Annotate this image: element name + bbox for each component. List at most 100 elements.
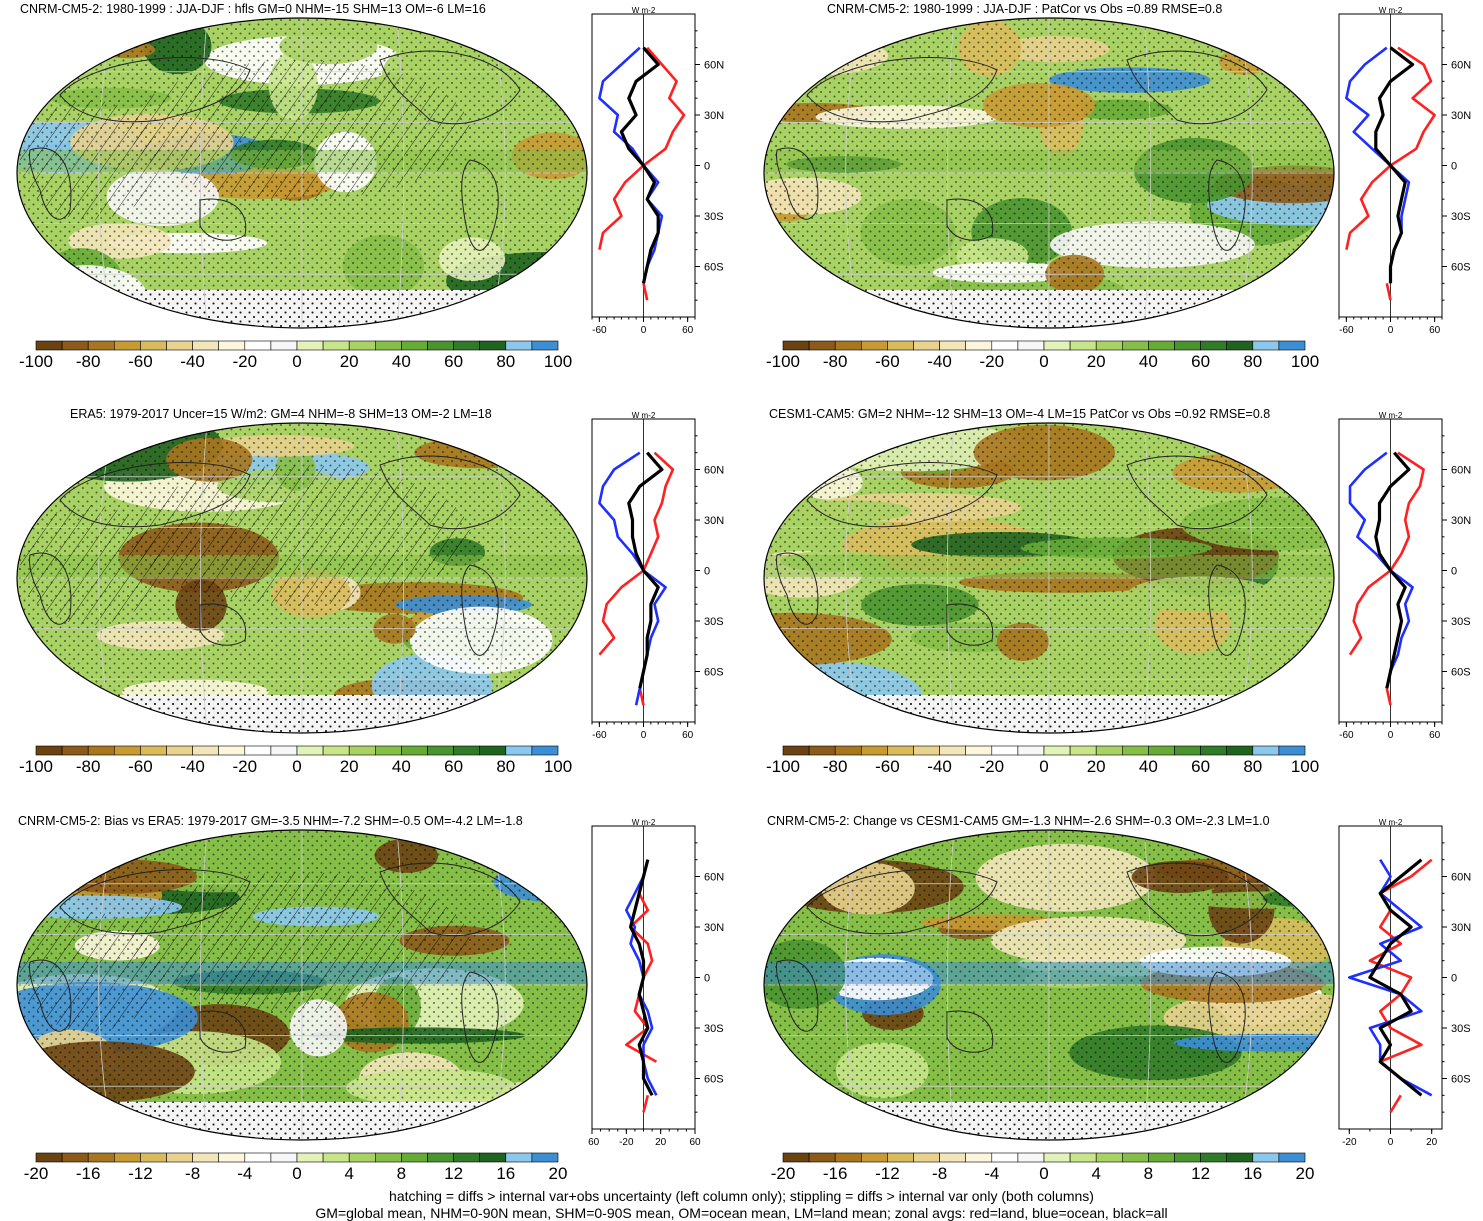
colorbar-label: 0 [292, 1164, 302, 1183]
colorbar-swatch [1252, 340, 1280, 351]
colorbar-swatch [348, 1152, 376, 1163]
colorbar-swatch [35, 745, 63, 756]
colorbar-label: 100 [543, 757, 573, 776]
colorbar-label: 4 [1091, 1164, 1101, 1183]
colorbar-swatch [61, 1152, 89, 1163]
colorbar-swatch [1069, 340, 1097, 351]
zonal-x-tick-label: 60 [682, 325, 694, 336]
colorbar-label: -40 [180, 352, 205, 371]
zonal-x-tick-label: 20 [1426, 1137, 1438, 1148]
zonal-lat-label: 0 [704, 973, 710, 985]
colorbar-swatch [965, 1152, 993, 1163]
colorbar-swatch [1226, 1152, 1254, 1163]
zonal-x-tick-label: 60 [689, 1137, 701, 1148]
colorbar-swatch [1278, 340, 1306, 351]
colorbar-swatch [887, 340, 914, 351]
colorbar: -20 -16 -12 -8 -4 0 4 8 12 16 20 [24, 1150, 567, 1183]
zonal-lat-label: 60S [704, 1074, 724, 1086]
zonal-unit-label: W m-2 [1379, 411, 1403, 420]
colorbar-label: 60 [444, 352, 464, 371]
colorbar-label: 100 [1290, 757, 1320, 776]
colorbar-label: -40 [927, 352, 952, 371]
colorbar-swatch [114, 745, 141, 756]
colorbar-swatch [808, 745, 836, 756]
zonal-lat-label: 0 [704, 161, 710, 173]
colorbar-swatch [479, 745, 507, 756]
zonal-series-land [598, 46, 686, 301]
colorbar-swatch [1069, 1152, 1097, 1163]
colorbar-swatch [1095, 745, 1123, 756]
colorbar-label: -16 [75, 1164, 101, 1183]
panel-p3: ERA5: 1979-2017 Uncer=15 W/m2: GM=4 NHM=… [0, 405, 740, 805]
colorbar-swatch [322, 340, 350, 351]
zonal-x-tick-label: 20 [655, 1137, 667, 1148]
colorbar-label: 8 [1143, 1164, 1154, 1183]
colorbar-label: 40 [391, 757, 411, 776]
colorbar-label: -20 [979, 757, 1005, 776]
colorbar-swatch [1121, 340, 1149, 351]
colorbar-label: 20 [339, 352, 359, 371]
colorbar-swatch [939, 340, 967, 351]
colorbar-label: -100 [18, 352, 54, 371]
colorbar-swatch [1174, 1152, 1201, 1163]
zonal-lat-label: 60N [1451, 872, 1471, 884]
panel-title: CESM1-CAM5: GM=2 NHM=-12 SHM=13 OM=-4 LM… [769, 407, 1271, 421]
colorbar-label: 8 [396, 1164, 407, 1183]
colorbar-swatch [453, 340, 481, 351]
zonal-series-all [1368, 858, 1423, 1097]
colorbar-swatch [808, 1152, 836, 1163]
colorbar-label: -12 [875, 1164, 900, 1183]
colorbar-swatch [782, 340, 810, 351]
colorbar-swatch [322, 745, 350, 756]
zonal-lat-label: 0 [704, 566, 710, 578]
colorbar-label: -16 [822, 1164, 848, 1183]
zonal-x-tick-label: 0 [1388, 1137, 1394, 1148]
colorbar-label: -8 [185, 1164, 201, 1183]
panel-title: ERA5: 1979-2017 Uncer=15 W/m2: GM=4 NHM=… [70, 407, 492, 421]
colorbar-swatch [1278, 745, 1306, 756]
colorbar-swatch [1174, 745, 1201, 756]
zonal-lat-label: 30S [704, 616, 724, 628]
colorbar-swatch [374, 340, 402, 351]
zonal-x-tick-label: -60 [592, 730, 607, 741]
colorbar-swatch [166, 745, 193, 756]
colorbar-swatch [348, 340, 376, 351]
colorbar-label: -40 [927, 757, 952, 776]
colorbar-swatch [270, 1152, 298, 1163]
colorbar-label: 20 [1086, 352, 1106, 371]
zonal-lat-label: 60N [1451, 465, 1471, 477]
colorbar-swatch [296, 340, 324, 351]
colorbar-swatch [87, 1152, 115, 1163]
colorbar-swatch [505, 745, 533, 756]
colorbar-swatch [861, 340, 888, 351]
colorbar-swatch [270, 745, 298, 756]
colorbar-label: 0 [292, 757, 302, 776]
colorbar-swatch [965, 745, 993, 756]
zonal-x-tick-label: -60 [588, 1137, 600, 1148]
zonal-unit-label: W m-2 [632, 6, 656, 15]
zonal-lat-label: 60N [1451, 60, 1471, 72]
colorbar-label: -20 [232, 757, 258, 776]
zonal-mean-plot: W m-2 60N 30N 0 30S 60S -60 0 60 [591, 6, 724, 336]
colorbar-label: -40 [180, 757, 205, 776]
colorbar-swatch [166, 340, 193, 351]
colorbar-label: 60 [1191, 352, 1211, 371]
zonal-lat-label: 0 [1451, 161, 1457, 173]
colorbar-label: 40 [1138, 757, 1158, 776]
robinson-map [16, 829, 588, 1141]
zonal-lat-label: 60S [704, 667, 724, 679]
colorbar-swatch [1017, 340, 1045, 351]
colorbar: -100 -80 -60 -40 -20 0 20 40 60 80 100 [19, 338, 572, 371]
colorbar-label: 40 [391, 352, 411, 371]
zonal-lat-label: 30S [1451, 211, 1471, 223]
colorbar-label: 40 [1138, 352, 1158, 371]
colorbar-swatch [1121, 1152, 1149, 1163]
colorbar-label: 4 [344, 1164, 354, 1183]
zonal-series-all [627, 451, 664, 689]
colorbar-swatch [166, 1152, 193, 1163]
colorbar: -100 -80 -60 -40 -20 0 20 40 60 80 100 [766, 743, 1319, 776]
colorbar-swatch [1043, 340, 1071, 351]
zonal-lat-label: 30N [704, 515, 724, 527]
colorbar-swatch [1148, 1152, 1175, 1163]
colorbar-swatch [1069, 745, 1097, 756]
